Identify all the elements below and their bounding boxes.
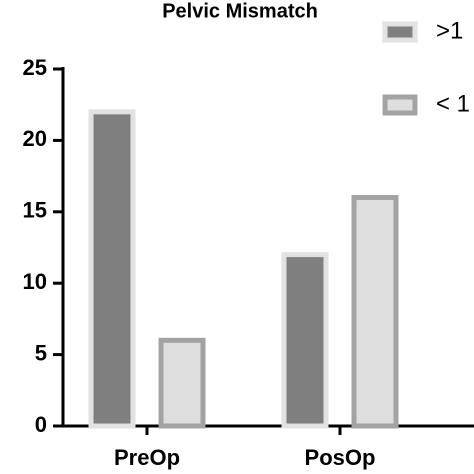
bar xyxy=(281,252,329,429)
legend-label: >1 xyxy=(436,17,463,44)
x-tick-label: PosOp xyxy=(305,445,376,470)
legend-label: < 1 xyxy=(436,90,470,117)
y-tick-label: 15 xyxy=(23,198,47,223)
y-tick-label: 10 xyxy=(23,269,47,294)
y-tick-label: 25 xyxy=(23,55,47,80)
bar xyxy=(88,109,136,429)
y-tick-label: 0 xyxy=(35,412,47,437)
y-tick-label: 5 xyxy=(35,340,47,365)
y-tick-label: 20 xyxy=(23,126,47,151)
legend-swatch xyxy=(382,21,418,43)
bar xyxy=(351,195,399,429)
chart-title: Pelvic Mismatch xyxy=(162,0,318,22)
legend-swatch xyxy=(382,94,418,116)
bar xyxy=(158,337,206,429)
x-tick-label: PreOp xyxy=(114,445,180,470)
